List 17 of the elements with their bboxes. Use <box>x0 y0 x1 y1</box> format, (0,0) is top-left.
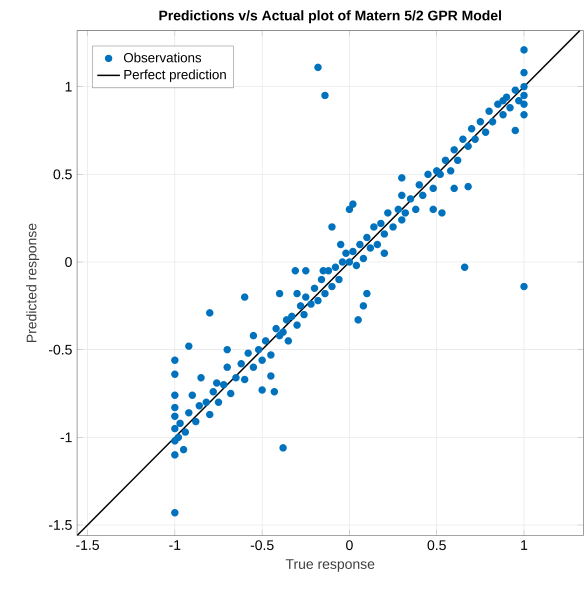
x-tick-label: 0 <box>346 540 353 550</box>
y-tick-label: 0 <box>65 257 72 267</box>
legend-label: Observations <box>124 52 202 62</box>
y-tick-label: 0.5 <box>54 169 72 180</box>
y-tick-label: 1 <box>66 82 72 92</box>
y-tick-label: -1 <box>60 432 72 442</box>
x-tick-label: -0.5 <box>250 540 274 550</box>
x-axis-title: True response <box>286 559 374 572</box>
y-tick-label: -1.5 <box>49 520 72 530</box>
legend-label: Perfect prediction <box>124 70 226 82</box>
y-axis-title: Predicted response <box>26 224 40 342</box>
x-tick-label: -1.5 <box>76 540 100 550</box>
x-tick-label: 0.5 <box>428 540 446 550</box>
x-tick-label: 1 <box>521 540 528 550</box>
x-tick-label: -1 <box>169 540 180 550</box>
y-tick-label: -0.5 <box>49 344 72 355</box>
chart-title: Predictions v/s Actual plot of Matern 5/2 GPR Model <box>160 10 502 24</box>
